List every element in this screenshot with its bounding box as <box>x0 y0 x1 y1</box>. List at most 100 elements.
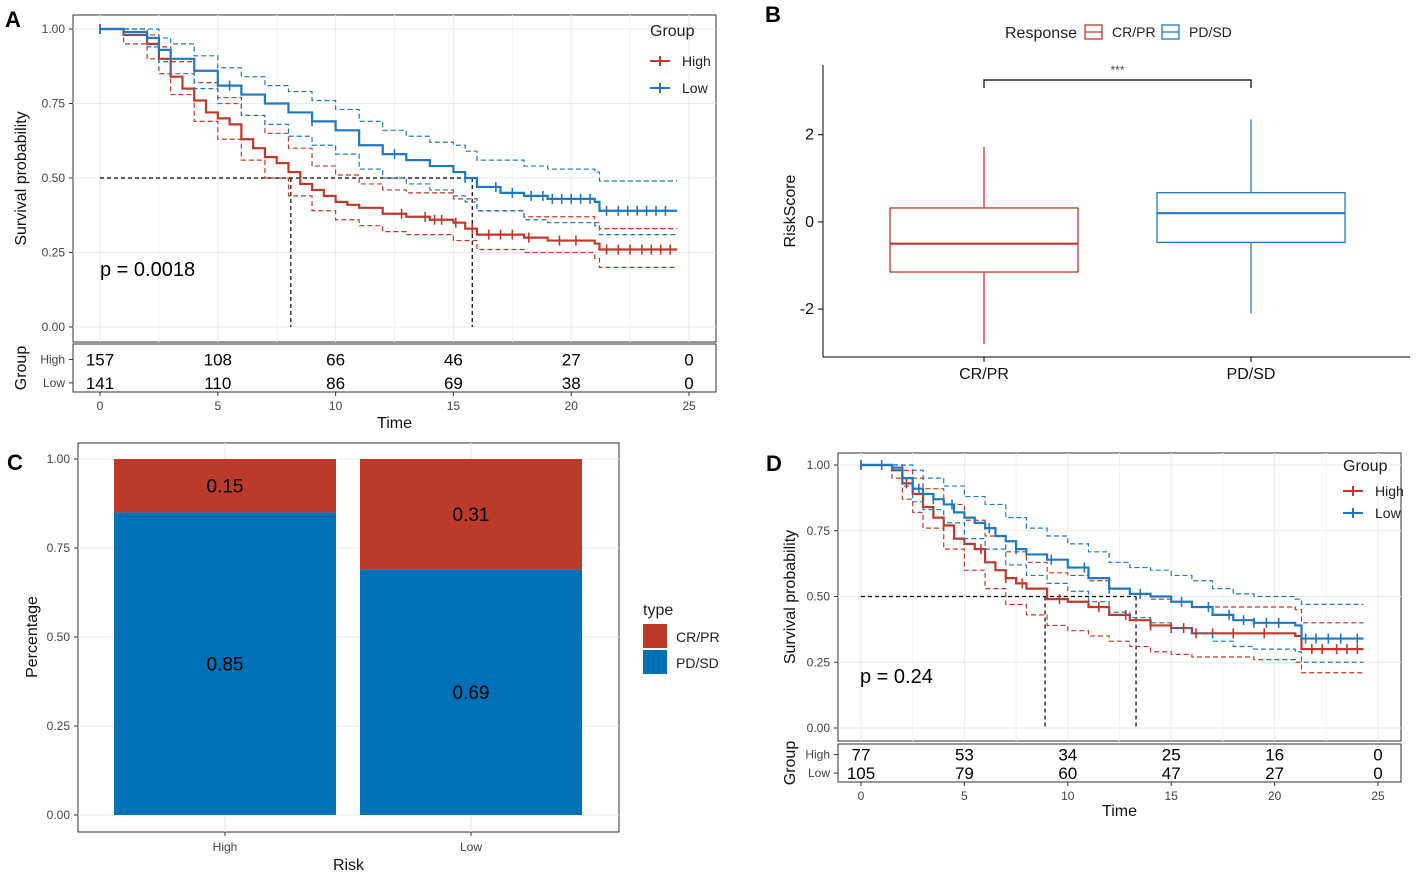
risk-count: 66 <box>326 350 345 369</box>
risk-table-ylabel: Group <box>782 741 799 786</box>
risk-count: 38 <box>562 374 581 393</box>
risk-count: 27 <box>1265 764 1284 783</box>
legend-title: Group <box>1343 458 1388 475</box>
risk-count: 60 <box>1058 764 1077 783</box>
ci-upper-low <box>100 28 678 182</box>
significance-bracket <box>983 79 1252 88</box>
risk-count: 0 <box>1373 746 1382 765</box>
legend-label: CR/PR <box>1112 24 1156 40</box>
risk-count: 34 <box>1058 746 1077 765</box>
y-tick-label: 1.00 <box>807 458 831 472</box>
risk-table-frame <box>72 343 717 393</box>
x-tick-label: High <box>213 840 238 854</box>
risk-count: 141 <box>86 374 114 393</box>
risk-count: 69 <box>444 374 463 393</box>
y-tick-label: 0.50 <box>47 630 71 644</box>
legend-label: CR/PR <box>676 629 720 645</box>
legend-label-high: High <box>1375 483 1404 499</box>
y-tick-label: 1.00 <box>47 452 71 466</box>
bar-crpr-high <box>114 459 336 513</box>
significance-label: *** <box>1110 63 1124 77</box>
x-tick-label: 5 <box>214 399 221 413</box>
legend-key <box>643 650 667 674</box>
bar-data-label: 0.85 <box>207 655 244 676</box>
km-panel-d: 0.00 0.25 0.50 0.75 1.00 Survival probability… <box>782 452 1404 820</box>
y-axis-title: Percentage <box>24 596 41 678</box>
y-tick-label: 0.75 <box>47 541 71 555</box>
x-tick-label: 25 <box>1371 789 1385 803</box>
y-tick-label: 2 <box>805 127 814 144</box>
bar-pdsd-low <box>360 569 582 815</box>
panel-label-d: D <box>766 451 782 476</box>
legend-label: PD/SD <box>676 655 719 671</box>
y-tick-label: 0.00 <box>807 721 831 735</box>
y-tick-label: 0 <box>805 214 814 231</box>
legend-title: Group <box>650 23 695 40</box>
y-tick-label: 0.00 <box>47 808 71 822</box>
risk-count: 16 <box>1265 746 1284 765</box>
risk-count: 25 <box>1162 746 1181 765</box>
risk-count: 27 <box>562 350 581 369</box>
ci-lower-high <box>861 464 1364 674</box>
risk-count: 157 <box>86 350 114 369</box>
panel-label-a: A <box>5 7 21 32</box>
p-value: p = 0.24 <box>860 666 933 688</box>
y-tick-label: -2 <box>800 301 814 318</box>
y-tick-label: 0.25 <box>47 719 71 733</box>
risk-count: 0 <box>684 374 693 393</box>
legend-label-low: Low <box>1375 505 1402 521</box>
legend-title: type <box>643 602 673 619</box>
legend-title: Response <box>1005 25 1077 42</box>
x-axis-title: Time <box>1102 803 1137 820</box>
x-tick-label: PD/SD <box>1227 366 1276 383</box>
x-axis-title: Time <box>377 415 412 432</box>
y-tick-label: 0.75 <box>42 97 66 111</box>
risk-count: 0 <box>684 350 693 369</box>
x-tick-label: 5 <box>961 789 968 803</box>
x-tick-label: CR/PR <box>959 366 1009 383</box>
risk-table-ylabel: Group <box>13 346 30 391</box>
ci-lower-high <box>100 28 678 268</box>
bar-data-label: 0.31 <box>453 505 490 526</box>
risk-table-frame <box>837 743 1402 783</box>
legend-label-low: Low <box>682 80 709 96</box>
risk-count: 108 <box>204 350 232 369</box>
x-tick-label: 20 <box>565 399 579 413</box>
legend-label-high: High <box>682 53 711 69</box>
x-axis-title: Risk <box>333 857 365 874</box>
x-tick-label: 10 <box>329 399 343 413</box>
risk-count: 53 <box>955 746 974 765</box>
x-tick-label: 15 <box>1165 789 1179 803</box>
y-tick-label: 0.25 <box>807 655 831 669</box>
risk-count: 105 <box>847 764 875 783</box>
bar-data-label: 0.69 <box>453 683 490 704</box>
y-tick-label: 0.75 <box>807 524 831 538</box>
panel-label-c: C <box>7 450 23 475</box>
box-pdsd <box>1156 192 1346 244</box>
x-tick-label: 10 <box>1061 789 1075 803</box>
p-value: p = 0.0018 <box>100 259 195 281</box>
km-curve-high <box>100 27 678 251</box>
risk-count: 46 <box>444 350 463 369</box>
panel-label-b: B <box>765 2 781 27</box>
box-crpr <box>889 207 1079 273</box>
y-tick-label: 0.00 <box>42 320 66 334</box>
risk-row-label: Low <box>43 376 65 390</box>
legend-label: PD/SD <box>1189 24 1232 40</box>
risk-count: 110 <box>204 374 231 393</box>
y-tick-label: 1.00 <box>42 22 66 36</box>
x-tick-label: 20 <box>1268 789 1282 803</box>
ci-upper-high <box>861 464 1364 624</box>
y-axis-title: Survival probability <box>13 111 30 245</box>
km-curve-low <box>100 27 678 212</box>
box-panel: -2 0 2 RiskScore CR/PR PD/SD *** Response CR/PR P… <box>782 24 1410 383</box>
legend-key <box>643 624 667 648</box>
risk-row-label: High <box>805 748 830 762</box>
y-tick-label: 0.25 <box>42 246 66 260</box>
risk-row-label: High <box>40 352 65 366</box>
km-panel-a: 0.00 0.25 0.50 0.75 1.00 Survival probability… <box>13 14 717 432</box>
risk-count: 0 <box>1373 764 1382 783</box>
ci-lower-low <box>100 28 678 236</box>
y-axis-title: Survival probability <box>782 530 799 664</box>
